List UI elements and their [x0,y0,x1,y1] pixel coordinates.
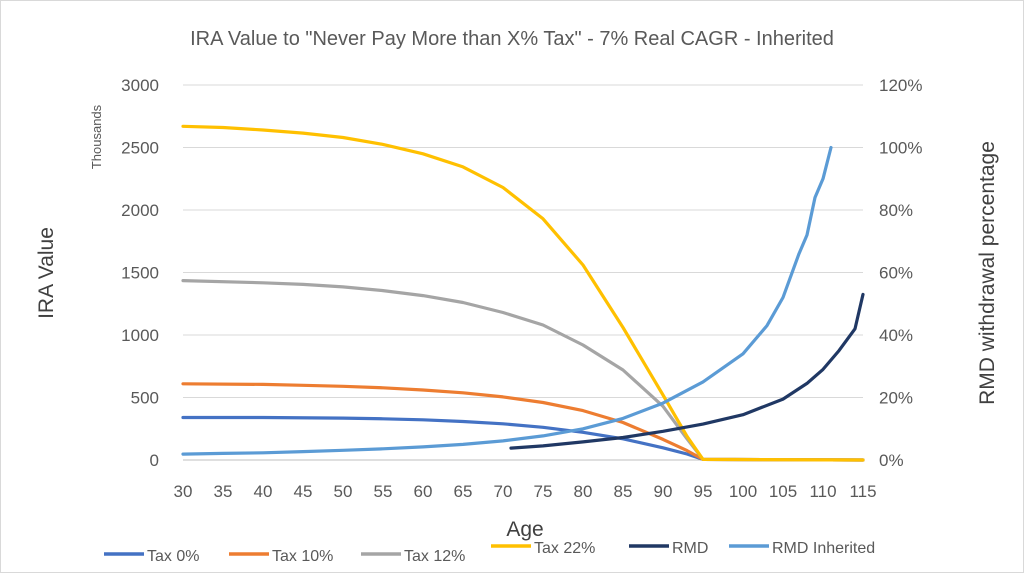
y-tick-label: 2000 [121,201,159,220]
y2-tick-label: 20% [879,389,913,408]
x-tick-label: 65 [454,482,473,501]
x-tick-label: 40 [254,482,273,501]
y2-tick-label: 40% [879,326,913,345]
series-line-rmd [509,292,865,450]
y2-tick-label: 100% [879,139,922,158]
x-tick-label: 55 [374,482,393,501]
series-line-rmd-inherited [181,145,833,456]
x-tick-label: 105 [769,482,797,501]
y-tick-label: 500 [131,389,159,408]
chart-title: IRA Value to "Never Pay More than X% Tax… [190,28,834,50]
legend: Tax 0% Tax 10% Tax 12% Tax 22% RMD RMD Inheri… [104,540,875,565]
y2-tick-label: 120% [879,76,922,95]
series-line-tax-22 [181,124,865,462]
gridlines [183,84,863,461]
series-lines [181,124,865,462]
y2-axis-title: RMD withdrawal percentage [976,141,999,405]
y-tick-label: 0 [150,451,159,470]
x-tick-label: 80 [574,482,593,501]
x-tick-label: 60 [414,482,433,501]
y-tick-label: 3000 [121,76,159,95]
legend-label-tax-10: Tax 10% [272,548,333,565]
x-tick-label: 115 [849,482,876,501]
legend-label-tax-12: Tax 12% [404,548,465,565]
legend-label-tax-22: Tax 22% [534,540,595,557]
y-axis-ticks: 0 500 1000 1500 2000 2500 3000 [121,76,159,470]
x-tick-label: 35 [214,482,233,501]
x-tick-label: 75 [534,482,553,501]
y-axis-title: IRA Value [35,227,58,319]
series-line-tax-10 [181,382,865,462]
y2-tick-label: 80% [879,201,913,220]
y-tick-label: 2500 [121,139,159,158]
x-tick-label: 70 [494,482,513,501]
y-tick-label: 1500 [121,264,159,283]
y-axis-units-label: Thousands [89,104,104,169]
x-tick-label: 110 [809,482,836,501]
legend-label-tax-0: Tax 0% [147,548,199,565]
x-axis-ticks: 30 35 40 45 50 55 60 65 70 75 80 85 90 95 100 105 110 115 [174,482,877,501]
series-line-tax-0 [181,415,865,462]
x-tick-label: 30 [174,482,193,501]
legend-label-rmd: RMD [672,540,708,557]
x-axis-title: Age [506,518,543,541]
y-tick-label: 1000 [121,326,159,345]
x-tick-label: 90 [654,482,673,501]
series-line-tax-12 [181,279,865,462]
y2-axis-ticks: 0% 20% 40% 60% 80% 100% 120% [879,76,922,470]
y2-tick-label: 0% [879,451,904,470]
y2-tick-label: 60% [879,264,913,283]
x-tick-label: 50 [334,482,353,501]
x-tick-label: 45 [294,482,313,501]
x-tick-label: 95 [694,482,713,501]
x-tick-label: 100 [729,482,757,501]
legend-label-rmd-inherited: RMD Inherited [772,540,875,557]
x-tick-label: 85 [614,482,633,501]
